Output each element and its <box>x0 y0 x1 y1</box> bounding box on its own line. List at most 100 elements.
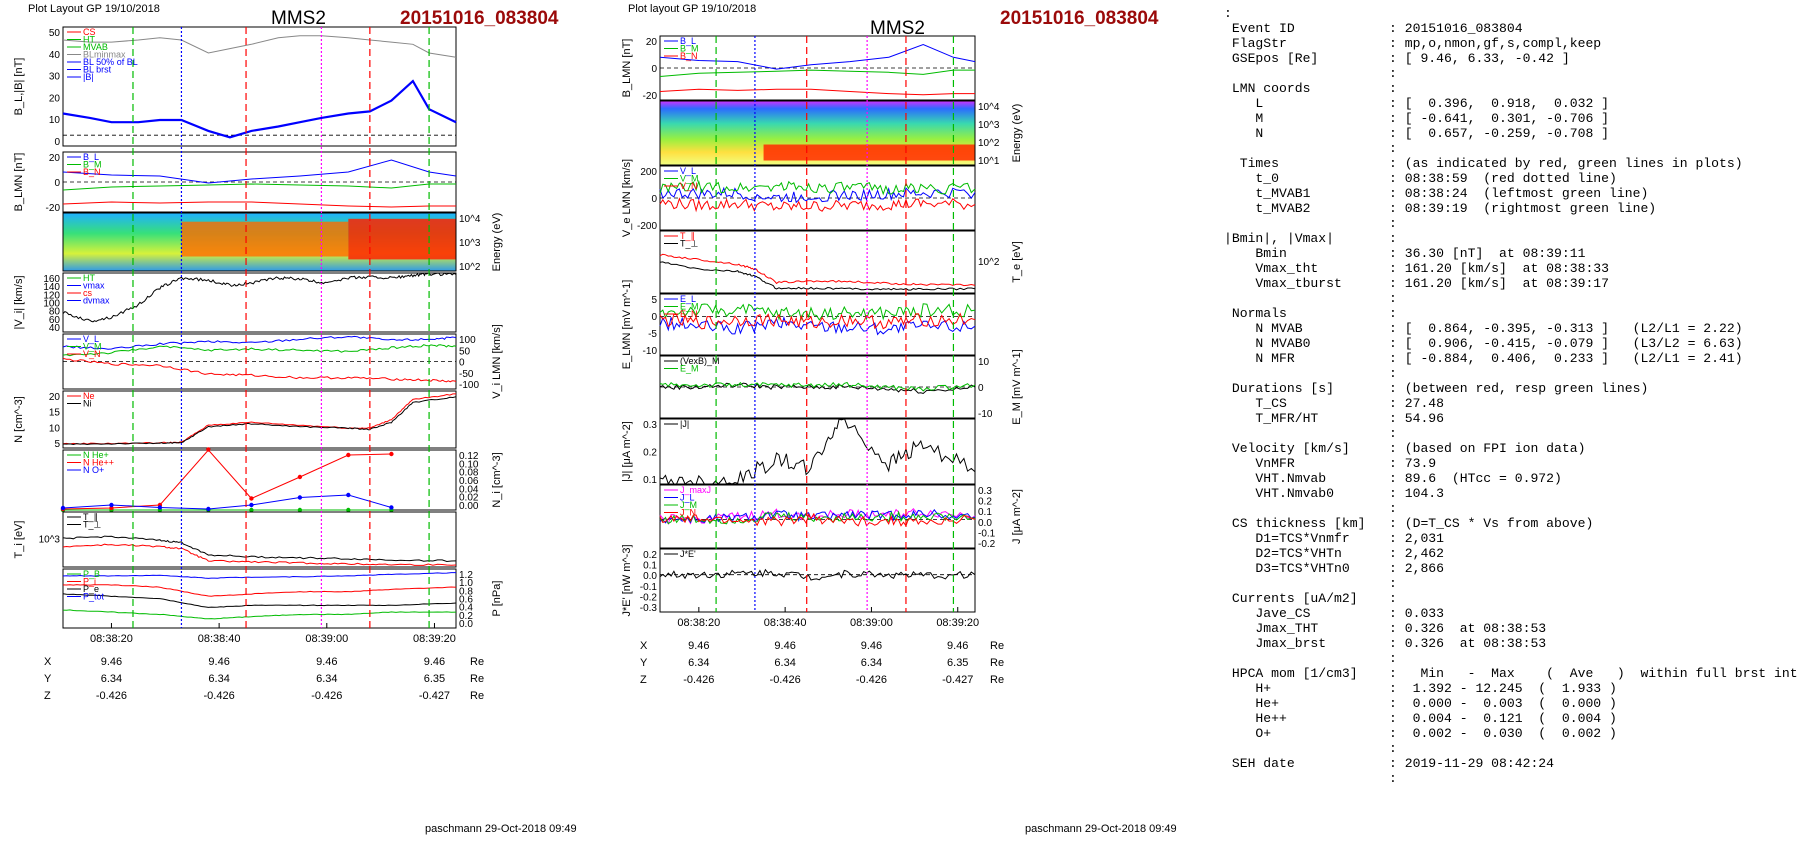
position-value: 6.34 <box>774 657 795 669</box>
summary-line: Normals : <box>1224 306 1397 321</box>
position-value: 9.46 <box>208 656 229 668</box>
position-value: -0.426 <box>683 674 714 686</box>
series--b- <box>62 35 457 58</box>
position-value: 9.46 <box>774 640 795 652</box>
summary-line: : <box>1224 141 1397 156</box>
position-value: -0.426 <box>856 674 887 686</box>
summary-line: GSEpos [Re] : [ 9.46, 6.33, -0.42 ] <box>1224 51 1570 66</box>
summary-line: HPCA mom [1/cm3] : Min - Max ( Ave ) wit… <box>1224 666 1798 681</box>
legend-entry: V_M <box>680 174 699 184</box>
legend-entry: E_L <box>680 294 696 304</box>
y-tick-label: 40 <box>49 50 61 61</box>
legend-entry: |J| <box>680 419 689 429</box>
y-axis-label: V_i LMN [km/s] <box>491 324 503 399</box>
series-t-perp <box>659 261 976 291</box>
summary-line: SEH date : 2019-11-29 08:42:24 <box>1224 756 1555 771</box>
y-tick-label: -50 <box>459 369 474 380</box>
summary-line: Vmax_tburst : 161.20 [km/s] at 08:39:17 <box>1224 276 1610 291</box>
y-tick-label: 0.0 <box>643 571 657 582</box>
y-tick-label: 100 <box>43 299 60 310</box>
legend-entry: B_N <box>83 167 101 177</box>
y-tick-label: 10^4 <box>978 102 1000 113</box>
y-tick-label: 0.2 <box>459 611 473 622</box>
y-tick-label: 10^2 <box>978 138 1000 149</box>
y-tick-label: 10^2 <box>459 262 481 273</box>
time-tick-label: 08:39:20 <box>936 617 979 629</box>
series-b-n <box>659 88 975 96</box>
legend-entry: N He++ <box>83 458 114 468</box>
panel-spec: 10^4 10^3 10^2 10^1 Energy (eV) <box>659 100 1023 167</box>
legend-entry: Ne <box>83 391 95 401</box>
series-b-n <box>62 201 456 208</box>
y-tick-label: 0.0 <box>459 619 473 630</box>
legend-entry: dvmax <box>83 296 110 306</box>
summary-line: N MFR : [ -0.884, 0.406, 0.233 ] (L2/L1 … <box>1224 351 1743 366</box>
time-axis: 08:38:20 08:38:40 08:39:00 08:39:20 X 9.46 9.4… <box>640 607 1004 686</box>
y-tick-label: 0.1 <box>643 475 657 486</box>
position-value: -0.426 <box>96 690 127 702</box>
summary-line: D2=TCS*VHTn : 2,462 <box>1224 546 1445 561</box>
y-tick-label: 10^2 <box>978 257 1000 268</box>
panel-frame <box>62 390 457 449</box>
data-point <box>249 507 254 513</box>
position-unit: Re <box>990 640 1004 652</box>
panel-spec: 10^4 10^3 10^2 Energy (eV) <box>62 212 503 273</box>
data-point <box>206 447 211 452</box>
data-point <box>109 502 114 508</box>
left-plot-footer: paschmann 29-Oct-2018 09:49 <box>425 823 577 835</box>
y-tick-label: 0.2 <box>978 497 992 508</box>
y-axis-label: N_i [cm^-3] <box>491 452 503 507</box>
y-tick-label: 0.2 <box>643 550 657 561</box>
summary-line: t_0 : 08:38:59 (red dotted line) <box>1224 171 1617 186</box>
legend-entry: |B| <box>83 72 94 82</box>
y-tick-label: 0 <box>651 194 657 205</box>
y-tick-label: 20 <box>49 93 61 104</box>
legend-entry: E_M <box>680 302 699 312</box>
left-plot-header: Plot Layout GP 19/10/2018 <box>28 3 160 15</box>
summary-line: Times : (as indicated by red, green line… <box>1224 156 1743 171</box>
time-tick-label: 08:39:20 <box>413 633 456 645</box>
legend-entry: HT <box>83 35 95 45</box>
y-tick-label: 10^3 <box>978 120 1000 131</box>
series-v-m <box>62 344 457 357</box>
data-point <box>389 451 394 457</box>
position-value: -0.427 <box>419 690 450 702</box>
y-tick-label: 30 <box>49 72 61 83</box>
summary-line: : <box>1224 501 1397 516</box>
series-p-e <box>62 593 457 608</box>
time-tick-label: 08:39:00 <box>305 633 348 645</box>
y-axis-label: E_LMN [mV m^-1] <box>621 280 633 370</box>
panel-blmn: 20 0 -20 B_LMN [nT] B_LB_MB_N <box>621 35 976 102</box>
y-tick-label: 10^1 <box>978 156 1000 167</box>
summary-line: : <box>1224 426 1397 441</box>
summary-line: : <box>1224 66 1397 81</box>
legend-entry: cs <box>83 288 93 298</box>
series-n-he- <box>62 449 392 510</box>
y-tick-label: 100 <box>459 335 476 346</box>
panel-frame <box>62 272 457 333</box>
position-row-label: X <box>640 640 648 652</box>
spectrogram-band <box>181 221 349 257</box>
y-tick-label: 0.8 <box>459 586 473 597</box>
position-value: 6.34 <box>688 657 709 669</box>
y-tick-label: -100 <box>459 380 479 391</box>
middle-plot-footer: paschmann 29-Oct-2018 09:49 <box>1025 823 1177 835</box>
series-v-n <box>659 197 976 213</box>
y-tick-label: 5 <box>651 295 657 306</box>
summary-line: : <box>1224 291 1397 306</box>
data-point <box>346 492 351 498</box>
legend-entry: J_L <box>680 493 695 503</box>
y-axis-label: E_M [mV m^-1] <box>1011 349 1023 424</box>
series-n-o- <box>62 494 392 510</box>
series-b-l <box>659 43 976 70</box>
series-b-l <box>62 159 457 184</box>
time-tick-label: 08:38:20 <box>677 617 720 629</box>
legend-entry: J*E' <box>680 549 696 559</box>
legend-entry: T_∥ <box>83 512 98 522</box>
series-v-l <box>659 186 976 204</box>
y-tick-label: -20 <box>46 203 61 214</box>
summary-line: VHT.Nmvab : 89.6 (HTcc = 0.972) <box>1224 471 1562 486</box>
y-tick-label: 0.1 <box>643 561 657 572</box>
